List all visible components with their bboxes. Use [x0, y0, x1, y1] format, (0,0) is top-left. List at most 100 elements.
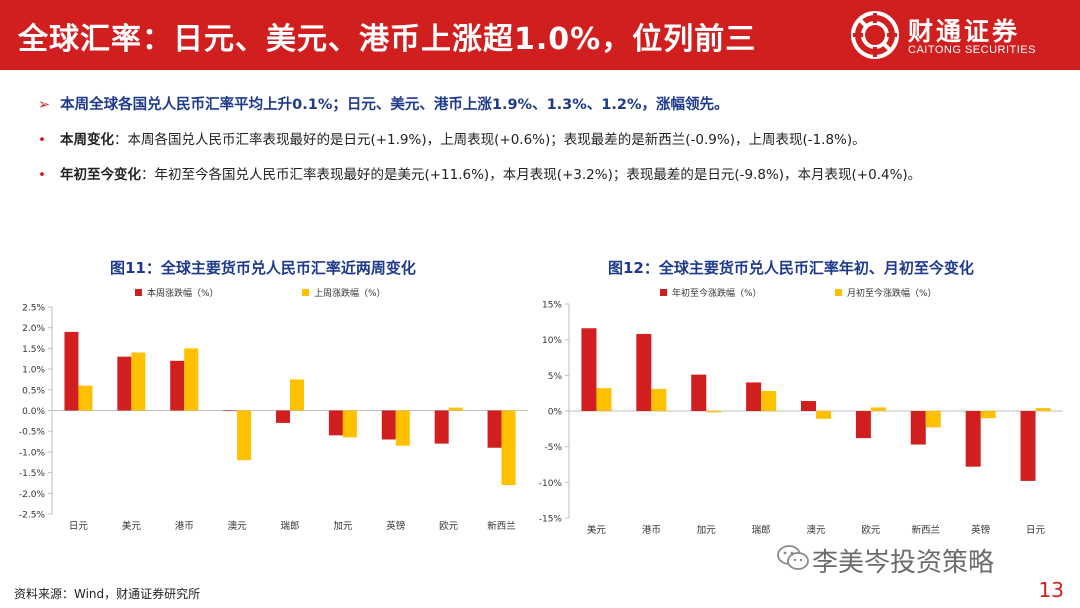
bullet-dot-icon: • — [38, 167, 46, 183]
bar-series1 — [581, 328, 597, 411]
y-tick-label: -1.0% — [19, 448, 46, 458]
bar-series2 — [651, 388, 667, 411]
bar-chart-ytd-mtd: 年初至今涨跌幅（%） 月初至今涨跌幅（%） 15% 10% 5% 0% -5% -10% -15… — [539, 287, 1063, 536]
bar-series2 — [706, 411, 722, 413]
bar-series2 — [448, 407, 463, 411]
x-tick-label: 加元 — [697, 525, 717, 536]
x-tick-label: 新西兰 — [487, 520, 516, 532]
x-tick-label: 新西兰 — [912, 524, 941, 536]
bullet-label: 本周变化 — [59, 132, 114, 148]
bar-series1 — [855, 411, 871, 439]
y-tick-label: 2.0% — [22, 324, 45, 334]
x-tick-label: 瑞郎 — [752, 524, 771, 536]
bar-series2 — [237, 410, 252, 461]
bar-series2 — [131, 352, 146, 411]
bar-series2 — [596, 388, 612, 411]
bar-series2 — [290, 379, 304, 411]
bar-series2 — [816, 411, 831, 419]
y-tick-label: -0.5% — [19, 428, 46, 438]
y-tick-label: 15% — [542, 301, 562, 311]
legend-swatch — [135, 289, 142, 296]
x-tick-label: 日元 — [69, 521, 89, 532]
bar-series1 — [381, 410, 396, 440]
x-tick-label: 美元 — [587, 524, 607, 536]
x-tick-label: 澳元 — [228, 520, 248, 532]
chart-title-fig12: 图12：全球主要货币兑人民币汇率年初、月初至今变化 — [608, 259, 974, 277]
bar-series2 — [78, 385, 93, 411]
bar-series2 — [184, 348, 199, 411]
bar-series1 — [434, 410, 449, 444]
bar-series1 — [117, 356, 132, 411]
y-tick-label: -2.0% — [19, 490, 46, 500]
bar-series2 — [342, 410, 357, 438]
y-tick-label: 0.0% — [22, 407, 45, 417]
x-tick-label: 澳元 — [806, 524, 826, 536]
bar-series2 — [501, 410, 516, 486]
legend-swatch — [835, 289, 842, 296]
company-logo: 财通证券 CAITONG SECURITIES — [850, 6, 1050, 64]
x-tick-label: 英镑 — [971, 524, 990, 536]
y-tick-label: 1.5% — [22, 345, 45, 355]
y-tick-label: 5% — [548, 372, 563, 382]
bar-series1 — [64, 331, 79, 411]
y-tick-label: -2.5% — [19, 511, 46, 521]
watermark-text: 李美岑投资策略 — [812, 548, 995, 578]
y-tick-label: 0.5% — [22, 386, 45, 396]
logo-emblem-icon — [851, 11, 899, 59]
y-tick-label: 10% — [542, 336, 562, 346]
headline-text: 本周全球各国兑人民币汇率平均上升0.1%；日元、美元、港币上涨1.9%、1.3%… — [60, 97, 729, 113]
bar-series2 — [761, 391, 777, 411]
y-tick-label: -1.5% — [19, 469, 46, 479]
bar-series1 — [223, 410, 238, 412]
bullet-dot-icon: • — [38, 132, 46, 148]
bar-series1 — [328, 410, 343, 436]
bar-series2 — [870, 407, 886, 411]
bar-series1 — [1020, 411, 1036, 481]
page-title: 全球汇率：日元、美元、港币上涨超1.0%，位列前三 — [18, 22, 757, 57]
legend-label: 上周涨跌幅（%） — [314, 287, 386, 299]
bar-series1 — [170, 360, 185, 411]
x-tick-label: 加元 — [333, 521, 353, 532]
y-tick-label: 1.0% — [22, 366, 45, 376]
source-note: 资料来源：Wind，财通证券研究所 — [14, 587, 201, 601]
bullet-text: ：年初至今各国兑人民币汇率表现最好的是美元(+11.6%)，本月表现(+3.2%… — [140, 167, 922, 183]
logo-english-name: CAITONG SECURITIES — [908, 44, 1036, 56]
y-tick-label: -15% — [539, 515, 563, 525]
bar-series1 — [801, 401, 816, 411]
bar-chart-weekly: 本周涨跌幅（%） 上周涨跌幅（%） 2.5% 2.0% 1.5% 1.0% 0.5% 0.0%… — [19, 287, 528, 532]
legend-swatch — [660, 289, 667, 296]
headline: ➢ 本周全球各国兑人民币汇率平均上升0.1%；日元、美元、港币上涨1.9%、1.3… — [38, 93, 729, 114]
x-tick-label: 港币 — [175, 520, 194, 532]
y-tick-label: -10% — [539, 479, 563, 489]
legend-label: 本周涨跌幅（%） — [147, 287, 219, 299]
bar-series1 — [965, 411, 981, 467]
legend-swatch — [302, 289, 309, 296]
y-tick-label: 2.5% — [22, 304, 45, 314]
legend-label: 年初至今涨跌幅（%） — [672, 287, 762, 299]
page-number: 13 — [1038, 578, 1064, 602]
bullet-text: ：本周各国兑人民币汇率表现最好的是日元(+1.9%)，上周表现(+0.6%)；表… — [113, 132, 866, 148]
bar-series1 — [910, 411, 926, 445]
y-tick-label: 0% — [548, 408, 563, 418]
bar-series1 — [691, 374, 707, 411]
bar-series1 — [746, 382, 762, 411]
bar-series1 — [636, 333, 652, 411]
bullet-ytd-change: • 年初至今变化：年初至今各国兑人民币汇率表现最好的是美元(+11.6%)，本月表… — [38, 163, 921, 183]
chart-title-fig11: 图11：全球主要货币兑人民币汇率近两周变化 — [110, 259, 416, 277]
bar-series2 — [980, 411, 996, 419]
legend-label: 月初至今涨跌幅（%） — [847, 287, 937, 299]
header-bar: 全球汇率：日元、美元、港币上涨超1.0%，位列前三 财通证券 CAITONG S… — [0, 0, 1080, 70]
logo-chinese-name: 财通证券 — [908, 17, 1021, 46]
arrow-icon: ➢ — [38, 97, 51, 113]
x-tick-label: 欧元 — [439, 520, 459, 532]
x-tick-label: 瑞郎 — [280, 520, 299, 532]
wechat-icon — [777, 545, 809, 570]
x-tick-label: 港币 — [642, 524, 661, 536]
bar-series2 — [1035, 408, 1051, 411]
x-tick-label: 欧元 — [861, 524, 881, 536]
bullet-label: 年初至今变化 — [59, 167, 141, 183]
bar-series1 — [487, 410, 502, 448]
bar-series2 — [925, 411, 941, 428]
bar-series2 — [395, 410, 410, 446]
y-tick-label: -5% — [544, 443, 562, 453]
